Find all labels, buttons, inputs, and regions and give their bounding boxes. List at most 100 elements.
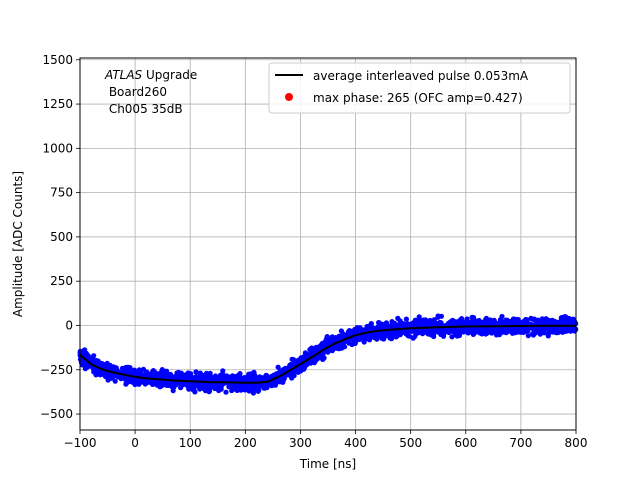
sample-point <box>389 336 395 342</box>
sample-point <box>188 381 194 388</box>
sample-point <box>251 386 257 392</box>
sample-point <box>164 368 170 374</box>
annotation-upgrade: Upgrade <box>142 68 197 82</box>
sample-point <box>87 355 93 361</box>
sample-point <box>107 362 113 369</box>
sample-point <box>498 318 504 324</box>
sample-point <box>189 376 195 382</box>
annotation-line-1: ATLAS Upgrade <box>104 68 197 82</box>
sample-point <box>238 375 244 381</box>
sample-point <box>383 333 389 339</box>
average-pulse-line <box>79 324 577 384</box>
sample-point <box>360 336 366 342</box>
annotation-line-2: Board260 <box>105 85 167 99</box>
sample-point <box>357 325 363 331</box>
sample-point <box>290 369 296 375</box>
y-tick-label: 750 <box>50 186 73 200</box>
plot-frame <box>79 57 577 431</box>
y-tick-label: 500 <box>50 230 73 244</box>
sample-point <box>541 326 547 333</box>
sample-point <box>403 331 409 337</box>
sample-point <box>539 316 545 322</box>
legend-label-average-pulse: average interleaved pulse 0.053mA <box>313 69 529 83</box>
y-axis-label: Amplitude [ADC Counts] <box>11 171 25 317</box>
sample-point <box>289 375 295 381</box>
sample-point <box>435 313 441 319</box>
sample-point <box>126 370 132 376</box>
sample-point <box>555 329 561 336</box>
y-tick-label: 1250 <box>42 97 73 111</box>
sample-point <box>326 337 332 343</box>
sample-point <box>140 366 147 372</box>
sample-point <box>118 376 124 382</box>
sample-point <box>154 382 160 388</box>
sample-point <box>476 327 482 333</box>
x-tick-label: 800 <box>565 436 588 450</box>
sample-point <box>316 355 322 361</box>
sample-point <box>112 365 118 371</box>
sample-point <box>426 321 432 327</box>
sample-point <box>525 333 531 339</box>
atlas-annotation: ATLAS Upgrade Board260 Ch005 35dB <box>104 68 197 116</box>
sample-point <box>311 358 317 364</box>
sample-point <box>289 356 295 362</box>
y-tick-label: −500 <box>40 407 73 421</box>
sample-point <box>346 340 352 346</box>
sample-point <box>183 372 189 378</box>
sample-point <box>204 375 210 381</box>
sample-point <box>515 327 521 333</box>
sample-point <box>558 315 564 321</box>
sample-point <box>119 365 126 371</box>
sample-point <box>491 319 497 325</box>
sample-point <box>256 383 262 389</box>
sample-point <box>261 382 267 388</box>
y-tick-label: −250 <box>40 363 73 377</box>
sample-point <box>175 372 181 378</box>
sample-point <box>466 320 472 326</box>
sample-point <box>417 327 423 333</box>
sample-point <box>353 328 360 334</box>
y-tick-label: 0 <box>65 318 73 332</box>
sample-point <box>455 331 461 337</box>
sample-point <box>223 389 229 395</box>
sample-point <box>531 316 538 322</box>
sample-point <box>502 318 508 324</box>
sample-point <box>486 329 492 335</box>
sample-point <box>449 334 455 340</box>
sample-point <box>220 368 226 374</box>
sample-point <box>250 390 256 396</box>
sample-point <box>393 334 399 340</box>
sample-point <box>132 379 138 385</box>
sample-point <box>321 355 327 361</box>
sample-point <box>534 329 540 335</box>
sample-point <box>246 371 252 377</box>
x-tick-label: 0 <box>131 436 139 450</box>
sample-point <box>368 323 374 329</box>
sample-point <box>483 315 489 321</box>
sample-point <box>515 316 521 323</box>
sample-point <box>403 316 409 322</box>
sample-point <box>416 317 422 323</box>
sample-point <box>159 367 165 373</box>
sample-point <box>422 317 429 323</box>
y-tick-label: 1500 <box>42 53 73 67</box>
sample-point <box>502 327 509 333</box>
sample-point <box>131 367 137 373</box>
sample-point <box>383 320 389 326</box>
x-axis-label: Time [ns] <box>299 457 356 471</box>
sample-point <box>524 320 531 326</box>
sample-point <box>275 364 281 370</box>
sample-point <box>507 320 513 326</box>
sample-point <box>123 381 129 387</box>
sample-point <box>459 316 465 322</box>
sample-point <box>218 386 224 392</box>
x-tick-label: 600 <box>454 436 477 450</box>
sample-point <box>562 314 569 320</box>
sample-point <box>317 343 323 349</box>
sample-point <box>546 330 552 336</box>
legend-box <box>268 62 571 114</box>
x-tick-label: 400 <box>344 436 367 450</box>
x-tick-label: 200 <box>234 436 257 450</box>
sample-point <box>412 321 418 327</box>
